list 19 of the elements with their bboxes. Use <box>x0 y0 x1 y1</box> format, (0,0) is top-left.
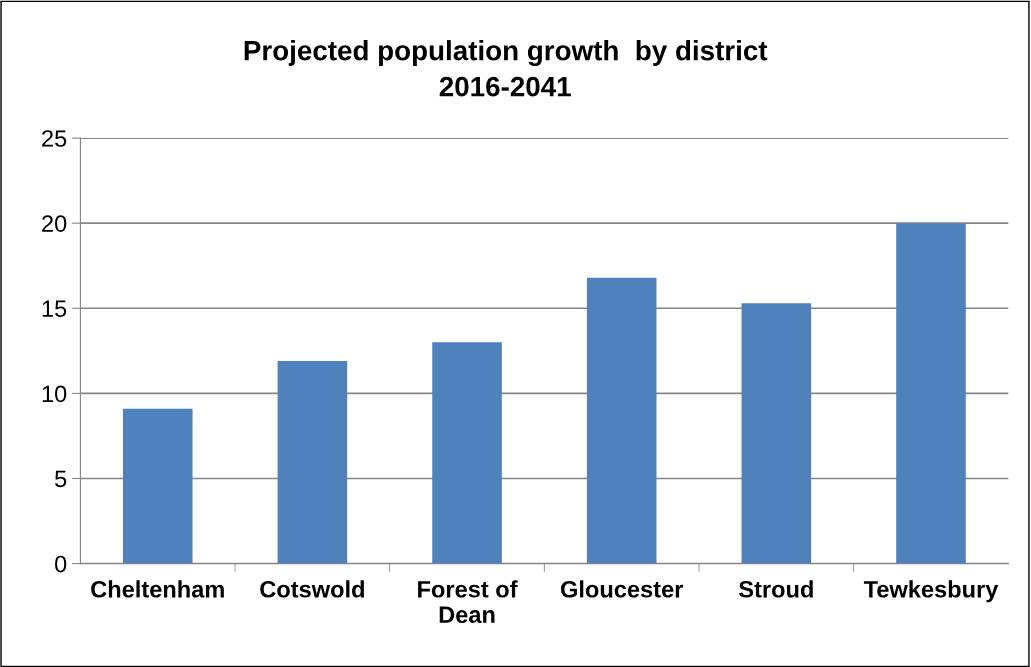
y-tick-label: 10 <box>42 385 67 403</box>
chart-title: Projected population growth by district 2016-2041 <box>244 40 768 97</box>
y-tick-label: 15 <box>42 300 67 318</box>
bar <box>122 408 193 564</box>
bar <box>432 342 502 564</box>
x-tick-label: Gloucester <box>560 580 684 598</box>
x-tick-label: Stroud <box>738 580 813 598</box>
y-tick-label: 5 <box>55 470 67 488</box>
y-tick-label: 0 <box>55 555 67 573</box>
bar <box>277 361 348 564</box>
bar <box>586 277 657 564</box>
y-tick-label: 25 <box>42 130 67 147</box>
y-tick-label: 20 <box>42 215 67 232</box>
x-tick-label: Forest of Dean <box>418 580 518 624</box>
x-tick-label: Cotswold <box>260 580 364 598</box>
bar <box>741 303 812 564</box>
bar <box>896 223 966 564</box>
x-tick-label: Tewkesbury <box>863 580 999 603</box>
x-tick-label: Cheltenham <box>91 580 224 598</box>
